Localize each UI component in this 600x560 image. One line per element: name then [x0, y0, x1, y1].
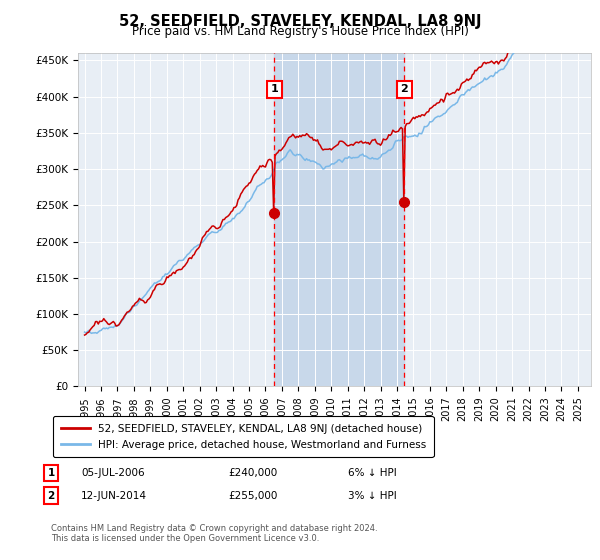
Text: 05-JUL-2006: 05-JUL-2006 [81, 468, 145, 478]
Text: £240,000: £240,000 [228, 468, 277, 478]
Text: 52, SEEDFIELD, STAVELEY, KENDAL, LA8 9NJ: 52, SEEDFIELD, STAVELEY, KENDAL, LA8 9NJ [119, 14, 481, 29]
Legend: 52, SEEDFIELD, STAVELEY, KENDAL, LA8 9NJ (detached house), HPI: Average price, d: 52, SEEDFIELD, STAVELEY, KENDAL, LA8 9NJ… [53, 416, 434, 458]
Bar [274, 53, 404, 386]
Text: 1: 1 [47, 468, 55, 478]
Text: 2: 2 [47, 491, 55, 501]
Text: Contains HM Land Registry data © Crown copyright and database right 2024.
This d: Contains HM Land Registry data © Crown c… [51, 524, 377, 543]
Text: Price paid vs. HM Land Registry's House Price Index (HPI): Price paid vs. HM Land Registry's House … [131, 25, 469, 38]
Text: 6% ↓ HPI: 6% ↓ HPI [348, 468, 397, 478]
Text: 3% ↓ HPI: 3% ↓ HPI [348, 491, 397, 501]
Text: 1: 1 [271, 85, 278, 95]
Text: £255,000: £255,000 [228, 491, 277, 501]
Text: 2: 2 [401, 85, 408, 95]
Text: 12-JUN-2014: 12-JUN-2014 [81, 491, 147, 501]
